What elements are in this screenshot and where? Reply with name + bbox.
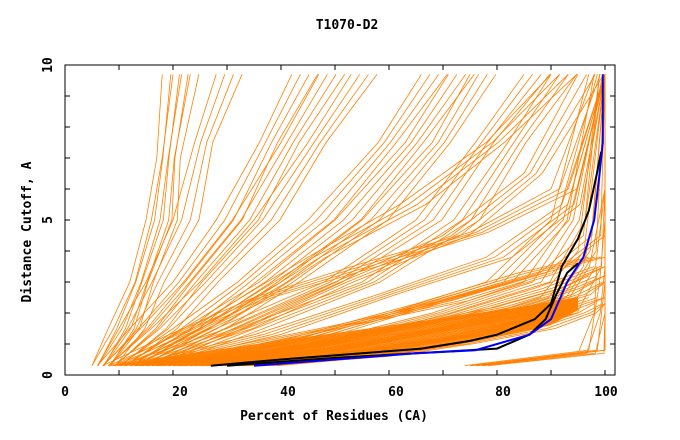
model-line — [118, 74, 579, 367]
model-line — [138, 299, 579, 367]
model-line — [108, 74, 601, 367]
model-line — [147, 74, 606, 367]
model-line — [131, 74, 578, 367]
model-line — [126, 74, 378, 367]
model-line — [108, 74, 328, 366]
model-line — [130, 74, 440, 367]
model-line — [134, 299, 579, 367]
model-line — [119, 74, 560, 367]
model-line — [141, 74, 606, 367]
x-tick-label: 100 — [594, 385, 618, 400]
plot-lines — [91, 74, 606, 367]
model-line — [102, 74, 595, 367]
model-line — [246, 307, 579, 367]
y-tick-label: 0 — [41, 371, 56, 379]
model-line — [113, 74, 361, 367]
model-line — [91, 74, 174, 366]
model-line — [469, 266, 598, 367]
x-tick-label: 20 — [172, 385, 188, 400]
model-line — [488, 266, 606, 367]
model-line — [124, 74, 449, 367]
model-line — [113, 74, 552, 367]
model-line — [124, 74, 431, 367]
model-line — [103, 74, 191, 366]
y-axis-label: Distance Cutoff, A — [20, 161, 35, 302]
model-line — [97, 74, 293, 366]
model-line — [109, 74, 310, 366]
model-line — [129, 74, 471, 367]
model-line — [129, 74, 606, 367]
model-line — [146, 74, 533, 367]
model-line — [109, 74, 234, 366]
highlight-black-line — [210, 151, 603, 367]
model-line — [103, 74, 226, 366]
x-tick-label: 80 — [495, 385, 511, 400]
model-line — [147, 74, 497, 367]
x-tick-label: 40 — [280, 385, 296, 400]
model-line — [114, 74, 337, 367]
model-line — [129, 298, 579, 367]
model-line — [114, 74, 606, 367]
axis-ticks — [64, 64, 615, 376]
model-line — [120, 74, 346, 367]
model-line — [207, 304, 579, 367]
model-line — [198, 303, 579, 367]
model-line — [124, 74, 587, 367]
model-line — [125, 74, 569, 367]
model-line — [112, 297, 579, 367]
model-line — [194, 303, 579, 367]
model-line — [120, 74, 606, 367]
model-line — [115, 74, 319, 366]
model-line — [136, 74, 605, 367]
model-line — [140, 74, 600, 367]
y-tick-label: 10 — [41, 57, 56, 73]
model-line — [121, 298, 579, 367]
x-axis-label: Percent of Residues (CA) — [240, 409, 428, 424]
x-tick-label: 0 — [61, 385, 69, 400]
y-tick-label: 5 — [41, 216, 56, 224]
model-line — [142, 299, 579, 367]
model-line — [135, 74, 479, 367]
model-line — [164, 301, 579, 367]
chart-title: T1070-D2 — [316, 18, 379, 33]
model-line — [125, 298, 579, 367]
model-line — [91, 74, 163, 366]
model-line — [102, 74, 320, 366]
model-line — [108, 297, 579, 367]
model-line — [475, 266, 606, 367]
model-line — [109, 74, 189, 366]
model-line — [116, 297, 579, 367]
model-line — [120, 74, 369, 367]
model-line — [107, 74, 352, 367]
highlight-blue-line — [253, 74, 604, 367]
model-line — [103, 74, 301, 366]
x-tick-label: 60 — [388, 385, 404, 400]
model-line — [168, 301, 579, 367]
model-line — [118, 74, 422, 367]
model-line — [224, 305, 579, 367]
model-line — [97, 74, 217, 366]
model-line — [97, 74, 182, 366]
model-line — [115, 74, 243, 366]
model-line — [140, 74, 525, 367]
model-line — [203, 303, 579, 367]
model-line — [159, 300, 579, 367]
model-line — [141, 74, 488, 367]
model-line — [190, 303, 579, 367]
